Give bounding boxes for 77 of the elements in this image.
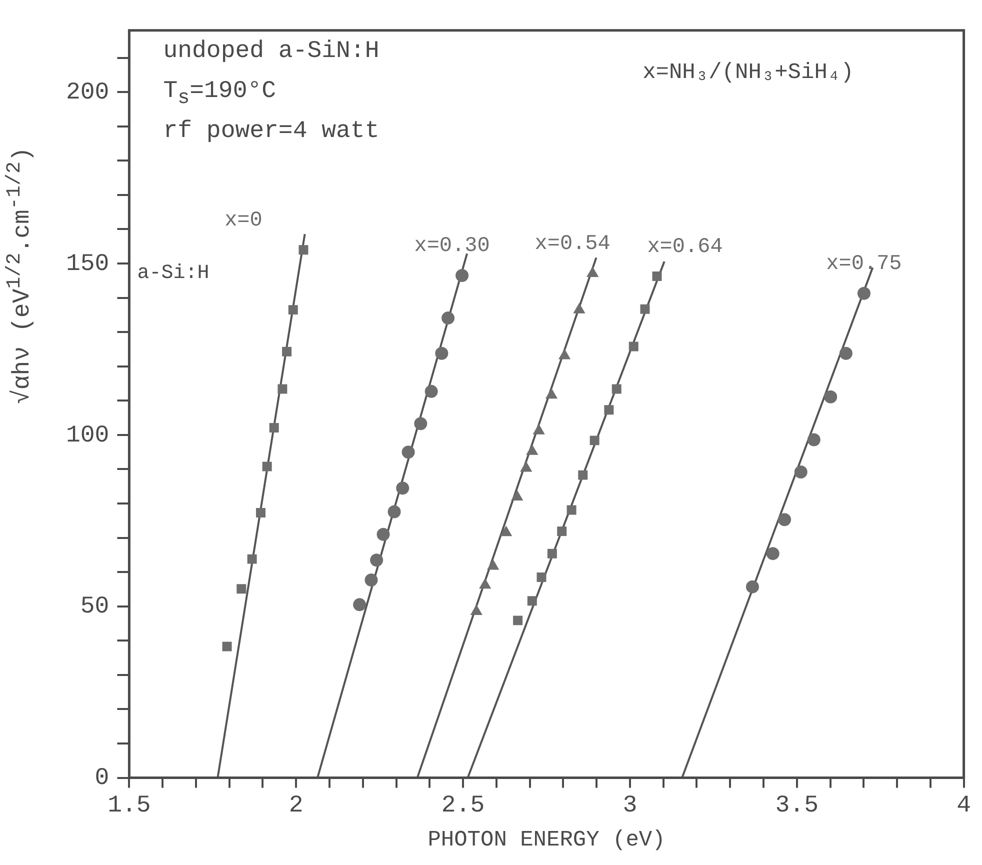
x-tick-label: 2 xyxy=(288,792,304,820)
point xyxy=(256,508,266,518)
x-tick-label: 2.5 xyxy=(441,792,485,820)
point xyxy=(282,346,292,356)
series-label: x=0.54 xyxy=(534,233,610,256)
point xyxy=(262,462,272,472)
point xyxy=(824,390,838,404)
point xyxy=(574,303,585,314)
point xyxy=(652,271,662,281)
point xyxy=(547,548,557,558)
point xyxy=(236,584,246,594)
point xyxy=(612,384,622,394)
point xyxy=(370,554,384,567)
point xyxy=(511,490,523,501)
point xyxy=(456,269,469,282)
point xyxy=(470,605,482,616)
point xyxy=(546,388,558,399)
point xyxy=(807,433,820,446)
point xyxy=(414,417,428,430)
annotation: x=NH₃/(NH₃+SiH₄) xyxy=(642,60,854,86)
x-axis-title: PHOTON ENERGY (eV) xyxy=(428,828,666,853)
point xyxy=(527,596,537,606)
point xyxy=(424,384,438,398)
point xyxy=(353,598,366,612)
x-tick-label: 4 xyxy=(956,792,971,820)
annotation: rf power=4 watt xyxy=(163,118,380,146)
point xyxy=(558,349,570,360)
x-tick-label: 3.5 xyxy=(775,792,818,820)
point xyxy=(247,554,257,564)
point xyxy=(513,616,523,626)
x-tick-label: 3 xyxy=(622,792,638,820)
annotation: undoped a-SiN:H xyxy=(163,38,380,66)
point xyxy=(746,580,759,594)
point xyxy=(402,446,415,459)
y-tick-label: 150 xyxy=(66,250,110,278)
point xyxy=(604,405,614,415)
y-tick-label: 200 xyxy=(66,79,110,106)
point xyxy=(222,642,232,652)
point xyxy=(278,384,288,394)
point xyxy=(396,482,410,495)
point xyxy=(500,526,512,536)
point xyxy=(628,342,638,352)
point xyxy=(298,245,308,255)
point xyxy=(376,528,390,541)
x-tick-label: 1.5 xyxy=(108,792,151,820)
point xyxy=(566,505,576,515)
series-label: x=0 xyxy=(224,209,262,232)
point xyxy=(794,465,808,478)
point xyxy=(766,547,780,560)
y-tick-label: 0 xyxy=(94,765,110,792)
annotation: T$_{s}$=190°C xyxy=(163,78,276,110)
annotation: a-Si:H xyxy=(137,262,210,286)
point xyxy=(526,444,538,455)
point xyxy=(857,286,870,300)
point xyxy=(778,513,792,526)
point xyxy=(557,526,567,536)
point xyxy=(442,312,455,325)
series-label: x=0.75 xyxy=(826,252,902,276)
point xyxy=(590,436,600,446)
point xyxy=(388,505,401,518)
point xyxy=(640,304,650,314)
point xyxy=(533,424,545,434)
point xyxy=(839,346,852,360)
series-label: x=0.30 xyxy=(414,235,490,258)
point xyxy=(520,462,532,472)
point xyxy=(487,560,499,570)
point xyxy=(269,423,279,432)
point xyxy=(435,346,448,360)
point xyxy=(479,578,491,589)
point xyxy=(586,266,598,277)
point xyxy=(364,573,378,586)
y-tick-label: 100 xyxy=(66,422,110,450)
y-tick-label: 50 xyxy=(80,594,110,621)
series-label: x=0.64 xyxy=(647,236,723,259)
point xyxy=(578,470,588,480)
point xyxy=(288,305,298,315)
point xyxy=(536,572,546,582)
